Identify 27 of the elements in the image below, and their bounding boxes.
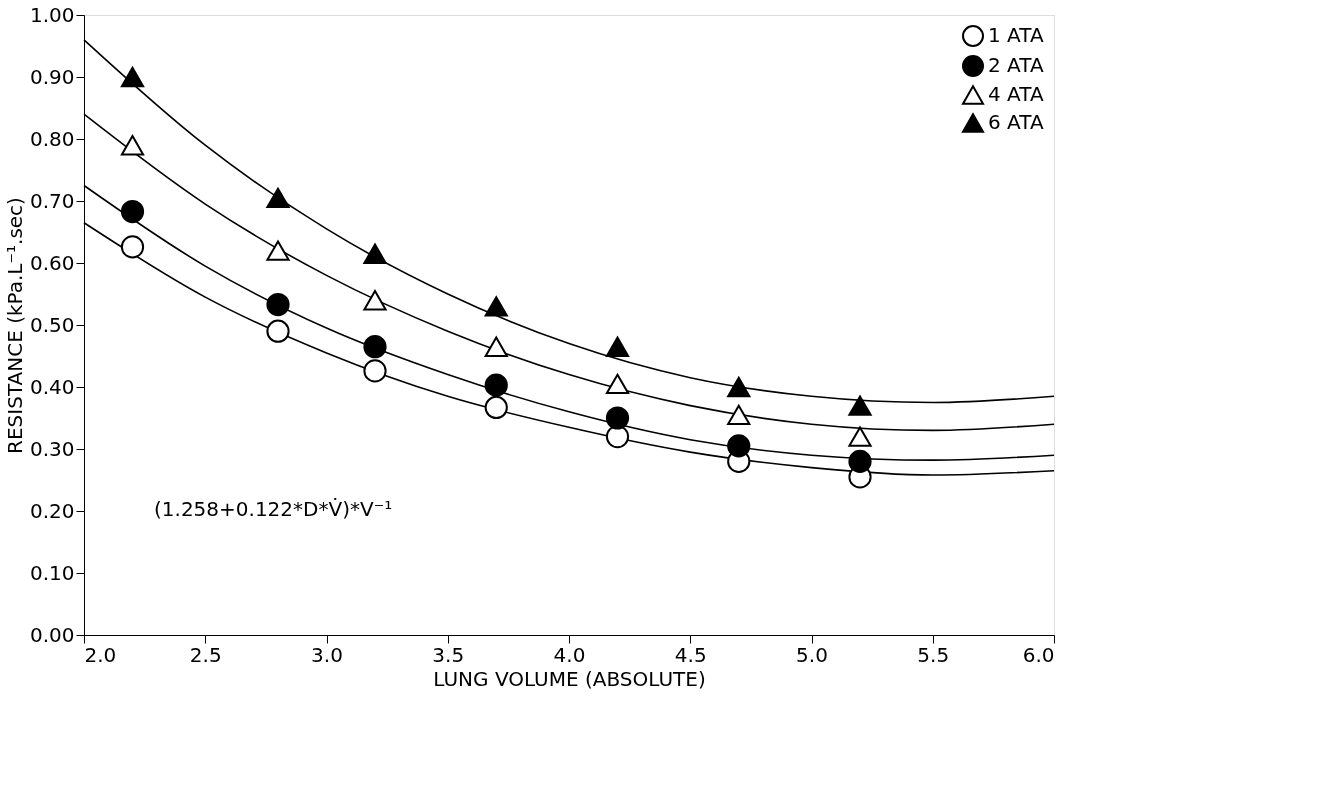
x-tick-label: 2.5 xyxy=(189,642,222,667)
y-tick-label: 0.30 xyxy=(29,436,75,461)
y-tick-label: 0.10 xyxy=(29,560,75,585)
y-tick-label: 1.00 xyxy=(29,2,75,27)
legend-label: 1 ATA xyxy=(988,23,1044,47)
x-tick-label: 5.0 xyxy=(796,642,828,667)
y-tick-label: 0.00 xyxy=(29,622,75,647)
legend-label: 4 ATA xyxy=(988,82,1044,106)
y-axis-title: RESISTANCE (kPa.L⁻¹.sec) xyxy=(2,197,27,454)
legend-label: 6 ATA xyxy=(988,110,1044,134)
y-tick-label: 0.80 xyxy=(29,126,75,151)
x-tick-label: 5.5 xyxy=(917,642,950,667)
x-tick-label: 6.0 xyxy=(1022,642,1055,667)
x-tick-label: 3.0 xyxy=(311,642,343,667)
y-tick-label: 0.60 xyxy=(29,250,75,275)
x-tick-label: 4.0 xyxy=(553,642,586,667)
y-tick-label: 0.40 xyxy=(29,374,75,399)
x-tick-label: 4.5 xyxy=(674,642,707,667)
y-tick-label: 0.20 xyxy=(29,498,75,523)
y-tick-label: 0.70 xyxy=(29,188,75,213)
annotation: (1.258+0.122*D*V̇)*V⁻¹ xyxy=(154,497,393,521)
y-tick-label: 0.90 xyxy=(29,64,75,89)
y-tick-label: 0.50 xyxy=(29,312,75,337)
x-tick-label: 2.0 xyxy=(84,642,117,667)
x-axis-title: LUNG VOLUME (ABSOLUTE) xyxy=(433,666,706,691)
x-tick-label: 3.5 xyxy=(432,642,465,667)
legend-label: 2 ATA xyxy=(988,53,1044,77)
